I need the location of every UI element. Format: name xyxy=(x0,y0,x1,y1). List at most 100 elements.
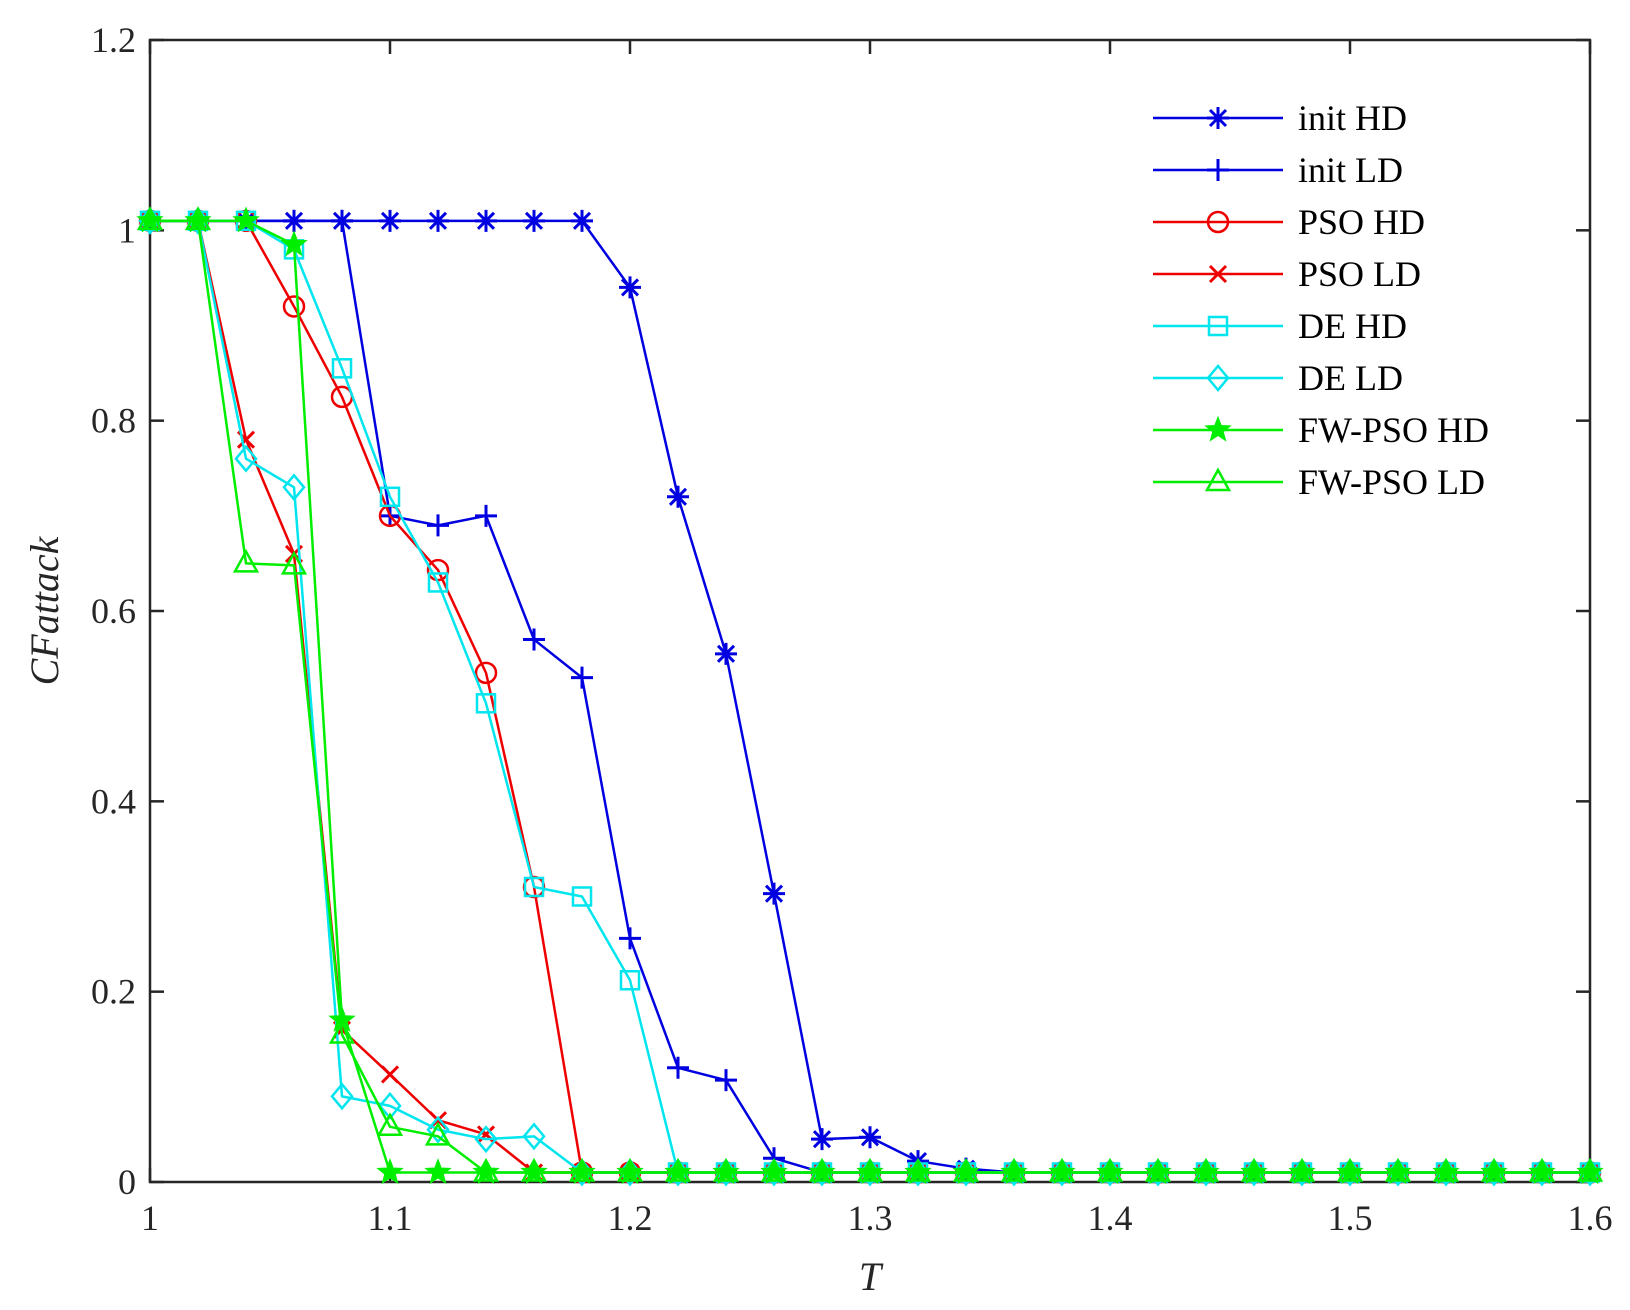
data-point-init-ld xyxy=(619,927,641,950)
data-point-pso-hd xyxy=(474,661,498,685)
data-point-init-hd xyxy=(427,209,449,232)
data-point-init-hd xyxy=(811,1128,833,1151)
data-point-init-hd xyxy=(619,276,641,299)
series-layer xyxy=(136,206,1604,1187)
data-point-fw-pso-ld xyxy=(1144,1157,1172,1182)
legend-item-init-ld: init LD xyxy=(1153,150,1403,190)
data-point-de-hd xyxy=(475,693,497,714)
data-point-de-ld xyxy=(330,1082,354,1111)
data-point-fw-pso-ld xyxy=(136,206,164,231)
legend-label: FW-PSO LD xyxy=(1298,462,1485,502)
plot-area: 0 0.2 0.4 0.6 0.8 1 1.2 1 1.1 1.2 1.3 1.4 1.5 1.6 xyxy=(91,20,1613,1238)
data-point-pso-hd xyxy=(282,295,306,318)
data-point-fw-pso-ld xyxy=(1240,1157,1268,1182)
legend-marker xyxy=(1208,264,1228,284)
data-point-fw-pso-ld xyxy=(1000,1157,1028,1182)
data-point-pso-ld xyxy=(380,1065,400,1084)
data-point-init-hd xyxy=(523,209,545,232)
data-point-de-ld xyxy=(522,1122,546,1151)
data-point-fw-pso-ld xyxy=(1288,1157,1316,1182)
data-point-init-hd xyxy=(571,209,593,232)
data-point-fw-pso-ld xyxy=(808,1157,836,1182)
legend-marker xyxy=(1204,415,1232,442)
data-point-fw-pso-ld xyxy=(760,1157,788,1182)
x-tick-label: 1.1 xyxy=(368,1198,413,1238)
x-axis-ticks: 1 1.1 1.2 1.3 1.4 1.5 1.6 xyxy=(141,40,1613,1238)
legend-box xyxy=(1130,85,1560,515)
data-point-fw-pso-ld xyxy=(472,1157,500,1182)
data-point-fw-pso-ld xyxy=(904,1157,932,1182)
series-fw-pso-ld xyxy=(136,206,1604,1182)
data-point-de-hd xyxy=(619,969,641,991)
y-tick-label: 0.8 xyxy=(91,401,136,441)
data-point-fw-pso-ld xyxy=(376,1112,404,1137)
legend: init HD init LD PSO HD PSO LD DE HD DE LD FW-P… xyxy=(1130,85,1560,515)
data-point-fw-pso-ld xyxy=(1384,1157,1412,1182)
legend-label: PSO LD xyxy=(1298,254,1421,294)
legend-label: DE HD xyxy=(1298,306,1407,346)
data-point-init-ld xyxy=(427,514,449,537)
data-point-fw-pso-ld xyxy=(664,1157,692,1182)
data-point-de-ld xyxy=(474,1125,498,1154)
legend-item-fw-pso-hd: FW-PSO HD xyxy=(1153,410,1489,450)
data-point-fw-pso-ld xyxy=(568,1157,596,1182)
legend-item-de-ld: DE LD xyxy=(1153,358,1403,398)
x-tick-label: 1.5 xyxy=(1328,1198,1373,1238)
legend-item-pso-ld: PSO LD xyxy=(1153,254,1421,294)
y-tick-label: 1 xyxy=(118,210,136,250)
data-point-fw-pso-hd xyxy=(376,1158,404,1185)
x-tick-label: 1.2 xyxy=(608,1198,653,1238)
legend-items: init HD init LD PSO HD PSO LD DE HD DE LD FW-P… xyxy=(1153,98,1489,502)
data-point-init-hd xyxy=(715,642,737,665)
y-tick-label: 0.6 xyxy=(91,591,136,631)
x-tick-label: 1 xyxy=(141,1198,159,1238)
x-tick-label: 1.6 xyxy=(1568,1198,1613,1238)
data-point-fw-pso-ld xyxy=(1096,1157,1124,1182)
data-point-init-hd xyxy=(475,209,497,232)
data-point-init-ld xyxy=(667,1056,689,1079)
data-point-fw-pso-ld xyxy=(1528,1157,1556,1182)
data-point-init-ld xyxy=(283,209,305,232)
legend-marker xyxy=(1204,467,1232,492)
series-line-fw-pso-ld xyxy=(150,219,1590,1174)
data-point-de-hd xyxy=(571,886,593,907)
data-point-fw-pso-ld xyxy=(184,206,212,231)
legend-marker xyxy=(1206,210,1230,234)
y-tick-label: 0 xyxy=(118,1162,136,1202)
data-point-init-ld xyxy=(331,209,353,232)
legend-marker xyxy=(1207,107,1229,129)
data-point-fw-pso-ld xyxy=(328,1019,356,1044)
data-point-fw-pso-ld xyxy=(424,1121,452,1146)
data-point-init-ld xyxy=(475,504,497,527)
data-point-fw-pso-ld xyxy=(280,550,308,575)
data-point-fw-pso-ld xyxy=(856,1157,884,1182)
data-point-fw-pso-ld xyxy=(1192,1157,1220,1182)
y-axis-title: CFattack xyxy=(22,535,67,685)
data-point-de-ld xyxy=(234,444,258,473)
data-point-fw-pso-ld xyxy=(1336,1157,1364,1182)
data-point-de-hd xyxy=(379,486,401,508)
data-point-de-hd xyxy=(523,876,545,898)
data-point-init-hd xyxy=(379,209,401,232)
data-point-de-ld xyxy=(426,1115,450,1144)
data-point-fw-pso-ld xyxy=(712,1157,740,1182)
data-point-fw-pso-ld xyxy=(1480,1157,1508,1182)
data-point-init-hd xyxy=(667,485,689,508)
legend-marker xyxy=(1207,315,1229,337)
data-point-fw-pso-hd xyxy=(232,206,260,233)
data-point-fw-pso-hd xyxy=(424,1158,452,1185)
y-axis-ticks: 0 0.2 0.4 0.6 0.8 1 1.2 xyxy=(91,20,1590,1202)
data-point-fw-pso-ld xyxy=(520,1157,548,1182)
data-point-init-hd xyxy=(859,1126,881,1149)
y-tick-label: 0.2 xyxy=(91,972,136,1012)
legend-label: DE LD xyxy=(1298,358,1403,398)
legend-item-pso-hd: PSO HD xyxy=(1153,202,1425,242)
data-point-init-hd xyxy=(763,882,785,905)
legend-marker xyxy=(1206,364,1230,392)
data-point-de-ld xyxy=(282,473,306,502)
legend-item-de-hd: DE HD xyxy=(1153,306,1407,346)
data-point-init-ld xyxy=(523,628,545,651)
y-tick-label: 0.4 xyxy=(91,781,136,821)
data-point-fw-pso-ld xyxy=(1048,1157,1076,1182)
x-tick-label: 1.4 xyxy=(1088,1198,1133,1238)
